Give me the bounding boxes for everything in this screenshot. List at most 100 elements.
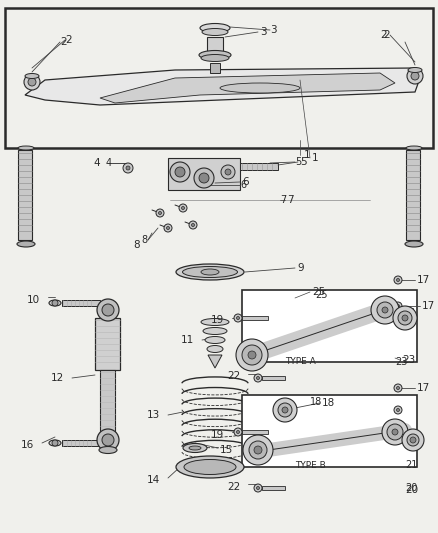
Circle shape [102,304,114,316]
Text: 11: 11 [181,335,194,345]
Ellipse shape [207,345,223,352]
Circle shape [394,406,402,414]
Bar [242,395,417,467]
Circle shape [387,424,403,440]
Text: 2: 2 [65,35,72,45]
Text: 20: 20 [405,485,418,495]
Circle shape [254,446,262,454]
Circle shape [199,173,209,183]
Bar [210,63,220,73]
Circle shape [396,386,399,390]
Text: 1: 1 [312,153,318,163]
Ellipse shape [25,74,39,78]
Circle shape [377,302,393,318]
Text: 5: 5 [300,157,307,167]
Text: 13: 13 [147,410,160,420]
Circle shape [234,428,242,436]
Circle shape [123,163,133,173]
Circle shape [189,221,197,229]
Polygon shape [406,150,420,240]
Bar [242,290,417,362]
Text: 21: 21 [405,460,417,470]
Ellipse shape [202,28,228,36]
Ellipse shape [408,68,422,72]
Ellipse shape [17,241,35,247]
Circle shape [273,398,297,422]
Circle shape [278,403,292,417]
Polygon shape [262,486,285,490]
Circle shape [225,169,231,175]
Text: 24: 24 [402,308,415,318]
Text: 7: 7 [287,195,293,205]
Text: 3: 3 [260,27,267,37]
Polygon shape [100,370,115,435]
Ellipse shape [184,459,236,474]
Text: 14: 14 [147,475,160,485]
Circle shape [398,311,412,325]
Circle shape [156,209,164,217]
Text: 21: 21 [408,437,421,447]
Text: 17: 17 [422,301,435,311]
Text: TYPE B: TYPE B [295,461,325,470]
Text: 16: 16 [21,440,34,450]
Circle shape [396,408,399,411]
Circle shape [243,435,273,465]
Circle shape [248,351,256,359]
Text: 24: 24 [370,307,382,317]
Text: 4: 4 [93,158,100,168]
Circle shape [97,429,119,451]
Circle shape [166,227,170,230]
Bar [207,37,223,55]
Bar [5,8,433,148]
Ellipse shape [201,319,229,326]
Circle shape [28,78,36,86]
Circle shape [175,167,185,177]
Ellipse shape [406,146,422,150]
Circle shape [254,374,262,382]
Circle shape [410,437,416,443]
Text: 19: 19 [211,430,224,440]
Circle shape [393,306,417,330]
Circle shape [221,165,235,179]
Circle shape [394,276,402,284]
Text: 2: 2 [60,37,67,47]
Ellipse shape [199,51,231,60]
Text: 25: 25 [312,287,325,297]
Polygon shape [25,68,420,105]
Text: 8: 8 [142,235,148,245]
Circle shape [52,300,58,306]
Circle shape [234,314,242,322]
Text: 7: 7 [280,195,286,205]
Text: 5: 5 [295,157,301,167]
Text: 18: 18 [322,398,335,408]
Circle shape [97,299,119,321]
Circle shape [407,434,419,446]
Ellipse shape [205,336,225,343]
Polygon shape [242,316,268,320]
Circle shape [249,441,267,459]
Circle shape [257,376,259,379]
Ellipse shape [189,446,201,450]
Circle shape [257,487,259,489]
Circle shape [237,317,240,319]
Text: TYPE A: TYPE A [285,358,315,367]
Text: 17: 17 [417,275,430,285]
Circle shape [407,68,423,84]
Circle shape [392,429,398,435]
Circle shape [181,206,184,209]
Polygon shape [208,355,222,368]
Text: 6: 6 [242,177,249,187]
Text: 23: 23 [395,357,407,367]
Circle shape [402,429,424,451]
Circle shape [411,72,419,80]
Ellipse shape [183,443,207,453]
Circle shape [371,296,399,324]
Ellipse shape [201,54,229,61]
Text: 10: 10 [27,295,40,305]
Ellipse shape [49,300,61,306]
Circle shape [394,302,402,310]
Circle shape [382,307,388,313]
Text: 23: 23 [402,355,415,365]
Ellipse shape [201,269,219,275]
Text: 2: 2 [380,30,387,40]
